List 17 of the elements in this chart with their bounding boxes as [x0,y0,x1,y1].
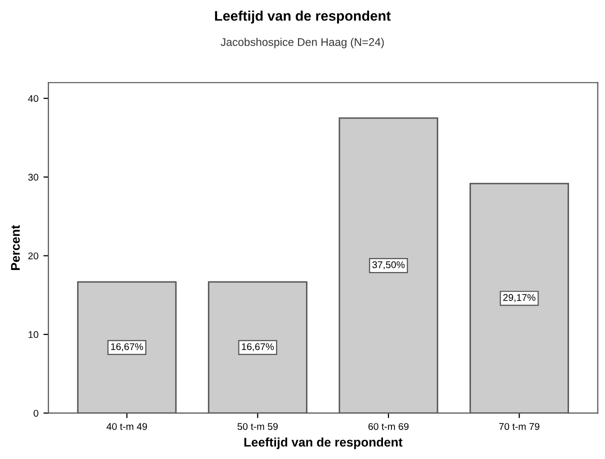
x-axis-title: Leeftijd van de respondent [244,437,402,450]
y-axis-title: Percent [11,225,20,270]
y-tick-label: 30 [28,174,38,181]
data-label: 37,50% [372,261,405,270]
x-tick-label: 60 t-m 69 [368,423,409,430]
x-tick-label: 50 t-m 59 [238,423,278,430]
y-tick-label: 40 [28,95,38,102]
chart-title: Leeftijd van de respondent [215,10,391,24]
data-label: 16,67% [111,343,144,352]
x-tick-label: 40 t-m 49 [106,423,147,430]
chart-subtitle: Jacobshospice Den Haag (N=24) [220,38,384,48]
y-tick-label: 10 [28,331,38,338]
data-label: 16,67% [242,343,274,352]
x-tick-label: 70 t-m 79 [499,423,540,430]
y-tick-label: 20 [28,252,38,260]
y-tick-label: 0 [34,410,38,417]
data-label: 29,17% [503,294,536,302]
